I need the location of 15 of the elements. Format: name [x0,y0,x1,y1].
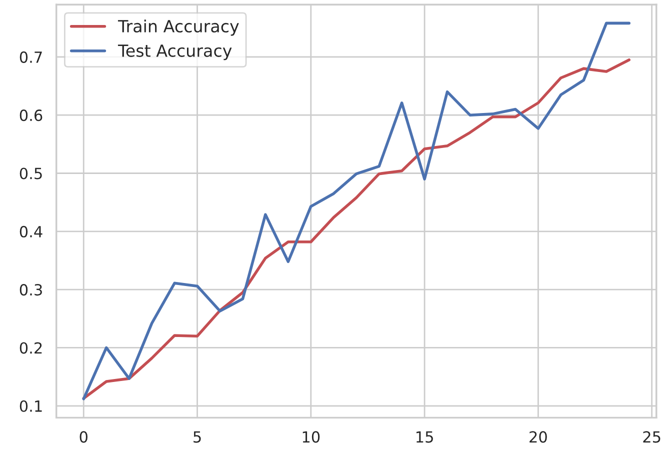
x-tick-label: 0 [80,431,88,443]
y-tick-label: 0.7 [20,51,42,63]
legend-label: Test Accuracy [118,44,232,60]
y-tick-label: 0.6 [20,110,42,122]
x-tick-label: 10 [302,431,320,443]
y-tick-label: 0.3 [20,284,42,296]
y-tick-label: 0.5 [20,168,42,180]
x-tick-label: 15 [416,431,433,443]
x-tick-label: 25 [643,431,660,443]
x-tick-label: 5 [194,431,201,443]
y-tick-label: 0.1 [20,400,42,412]
x-tick-label: 20 [530,431,547,443]
y-tick-label: 0.4 [20,226,42,238]
y-tick-label: 0.2 [20,342,42,354]
legend-label: Train Accuracy [118,20,239,36]
